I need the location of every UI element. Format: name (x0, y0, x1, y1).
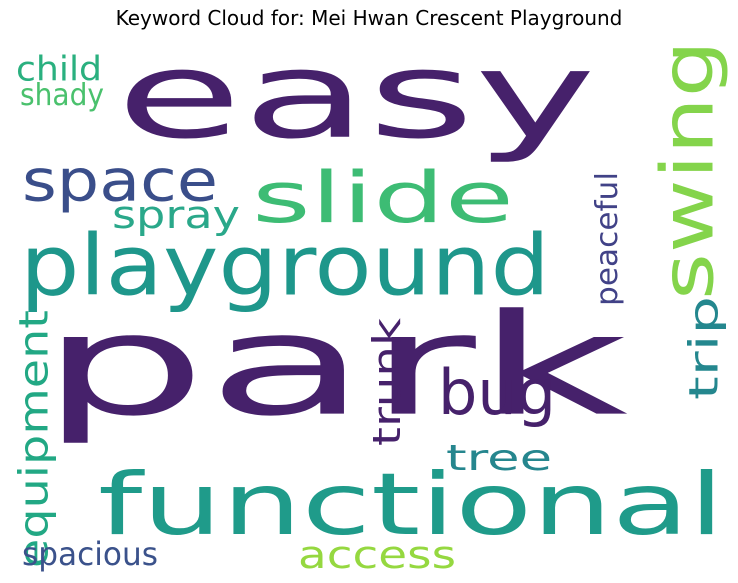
word-access: access (298, 532, 456, 574)
word-spacious: spacious (22, 535, 158, 573)
word-trunk: trunk (364, 318, 410, 446)
word-slide: slide (252, 156, 514, 239)
word-bug: bug (438, 356, 556, 429)
word-shady: shady (20, 77, 104, 113)
word-equipment: equipment (11, 310, 58, 568)
chart-title: Keyword Cloud for: Mei Hwan Crescent Pla… (115, 6, 623, 30)
word-peaceful: peaceful (589, 172, 625, 306)
word-trip: trip (680, 296, 728, 400)
word-child: child (16, 48, 102, 89)
word-playground: playground (20, 216, 550, 315)
word-easy: easy (116, 36, 596, 166)
word-spray: spray (112, 192, 240, 238)
word-cloud: park easy functional playground slide swing sp… (11, 36, 729, 574)
word-functional: functional (98, 454, 724, 555)
word-tree: tree (446, 436, 552, 479)
word-swing: swing (645, 40, 729, 301)
word-space: space (22, 146, 219, 215)
word-park: park (40, 283, 628, 448)
